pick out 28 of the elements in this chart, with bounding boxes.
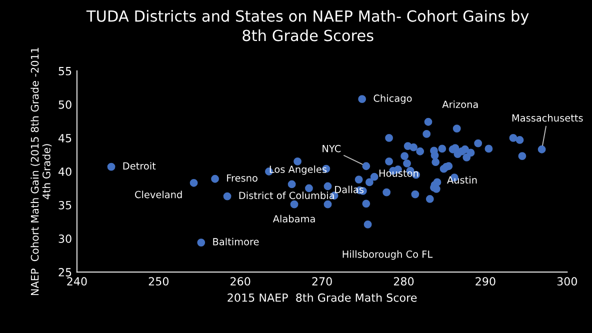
annotation: Austin [447, 176, 477, 184]
annotation: Alabama [272, 214, 315, 222]
annotation: Chicago [374, 94, 412, 104]
annotation: NYC [322, 144, 341, 152]
x-axis-title: 2015 NAEP 8th Grade Math Score [228, 293, 417, 302]
x-tick-label: 240 [67, 277, 87, 286]
x-tick-label: 260 [230, 277, 250, 286]
annotation: Massachusetts [512, 114, 583, 122]
chart-title: TUDA Districts and States on NAEP Math- Cohort Gains by 8th Grade Scores [86, 10, 529, 42]
x-tick-label: 270 [312, 277, 332, 286]
annotation: Arizona [442, 100, 478, 108]
y-tick-label: 40 [58, 167, 72, 176]
y-tick-label: 25 [58, 268, 72, 276]
annotation: Fresno [227, 174, 258, 182]
y-axis-title: NAEP Cohort Math Gain (2015 8th Grade -2011 4th Grade) [30, 48, 52, 296]
annotation: Cleveland [135, 190, 182, 198]
y-tick-label: 45 [58, 134, 72, 142]
x-tick-label: 300 [557, 277, 577, 286]
y-tick-label: 30 [58, 234, 72, 243]
x-tick-label: 250 [148, 277, 169, 286]
y-tick-label: 50 [58, 100, 72, 109]
y-tick-label: 35 [58, 200, 72, 210]
x-tick-label: 290 [476, 277, 496, 286]
y-tick-label: 55 [58, 67, 72, 76]
annotation: Detroit [123, 162, 156, 170]
annotation: Hillsborough Co FL [342, 250, 433, 260]
x-tick-label: 280 [394, 277, 414, 286]
annotation: Baltimore [213, 238, 259, 246]
